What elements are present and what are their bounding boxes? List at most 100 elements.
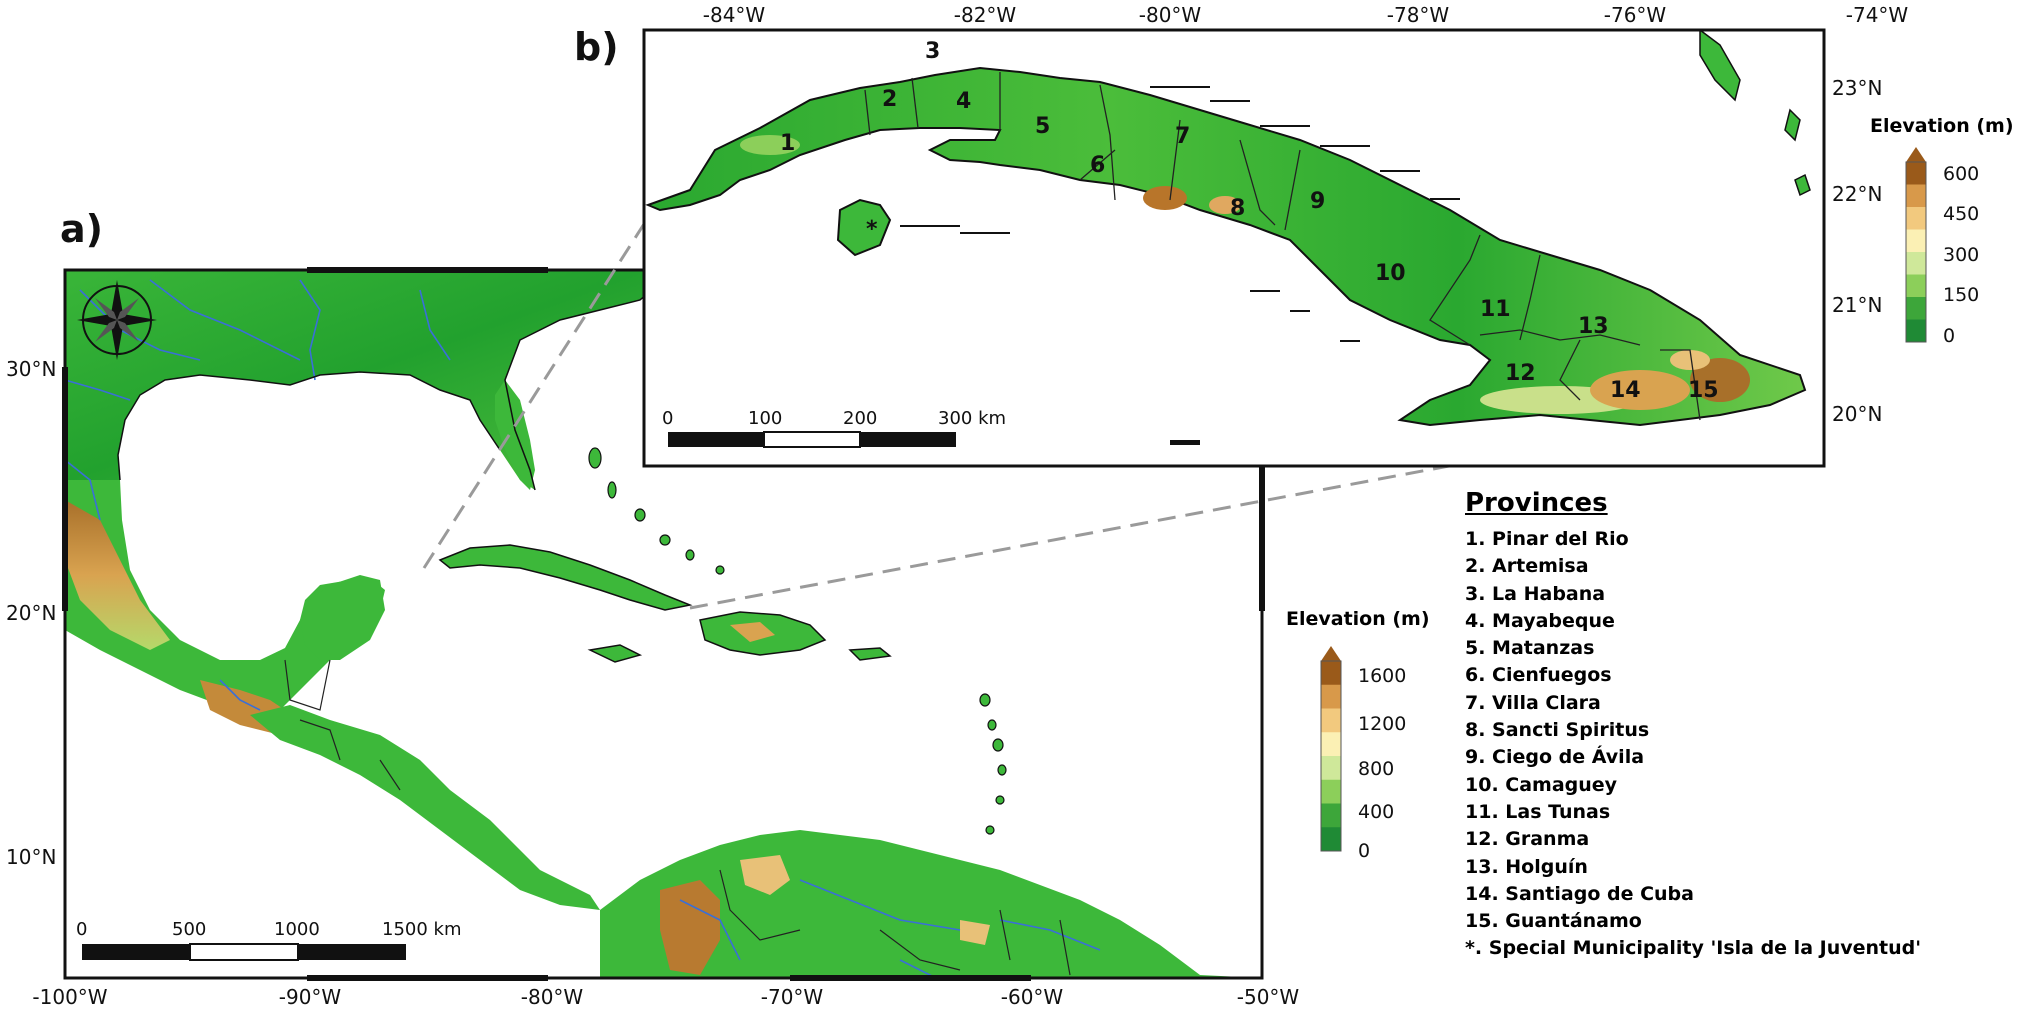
colorbar-swatch [1906,184,1926,208]
legend-a-arrow-icon [1321,646,1341,661]
colorbar-swatch [1321,708,1341,733]
bahamas-islet [1784,108,1801,142]
map-a-scale-bar: 0 500 1000 1500 km [76,919,462,961]
legend-a-colorbar [1320,660,1342,852]
lesser-antilles [979,693,1007,835]
legend-a-tick-0: 0 [1358,840,1370,862]
mexico-land [65,480,385,715]
lon-tick-80w: -80°W [521,985,584,1009]
venezuela-highlands [740,855,790,895]
colorbar-swatch [1906,319,1926,343]
florida-land [495,380,535,490]
province-item: 8. Sancti Spiritus [1465,719,1650,742]
mexico-highlands [65,500,170,650]
colorbar-swatch [1321,756,1341,781]
province-item: 5. Matanzas [1465,637,1595,660]
map-b-lat-ticks: 23°N 22°N 21°N 20°N [1832,76,1882,426]
colorbar-frame [1320,660,1342,852]
cuba-main-island [645,66,1807,427]
legend-b-colorbar [1905,161,1927,343]
bahamas-islet-2 [1794,173,1811,197]
cays [900,86,1460,445]
colorbar-swatch [1321,779,1341,804]
lat-tick-20n-b: 20°N [1832,402,1882,426]
province-number-4: 4 [956,89,971,114]
cuba-mountains [740,135,1750,414]
map-b: 1 2 3 4 5 6 7 8 9 10 11 12 13 14 15 * [574,3,1909,468]
bahamas [588,447,725,575]
province-number-15: 15 [1688,378,1719,403]
panel-b-label: b) [574,25,619,69]
province-number-11: 11 [1480,297,1511,322]
province-item: 13. Holguín [1465,855,1588,878]
rivers [65,279,1101,978]
map-a-land [65,270,1262,978]
lat-tick-30n: 30°N [6,357,56,381]
colorbar-swatch [1321,827,1341,852]
province-number-5: 5 [1035,114,1050,139]
scale-a-label-500: 500 [172,919,206,940]
map-a-lon-ticks: -100°W -90°W -80°W -70°W -60°W -50°W [32,985,1299,1009]
lon-tick-76w: -76°W [1604,3,1667,27]
guiana-highlands [960,920,990,945]
scale-b-label-200: 200 [843,408,877,429]
province-item: 6. Cienfuegos [1465,664,1612,687]
province-item: *. Special Municipality 'Isla de la Juve… [1465,937,1922,960]
lon-tick-78w: -78°W [1387,3,1450,27]
lat-tick-21n: 21°N [1832,293,1882,317]
province-item: 12. Granma [1465,828,1590,851]
lon-tick-60w: -60°W [1001,985,1064,1009]
colorbar-swatch [1321,684,1341,709]
north-america-land [65,270,676,490]
colorbar-swatch [1906,252,1926,275]
colorbar-swatch [1906,229,1926,253]
compass-rose-icon [77,280,157,360]
legend-a-tick-400: 400 [1358,801,1394,823]
legend-a-ticks: 1600 1200 800 400 0 [1358,665,1406,862]
map-b-scale-bar: 0 100 200 300 km [662,408,1006,448]
andes-highlands [660,880,720,975]
lon-tick-50w: -50°W [1237,985,1300,1009]
legend-a-tick-800: 800 [1358,758,1394,780]
scale-b-label-300: 300 km [938,408,1006,429]
colorbar-swatch [1906,207,1926,230]
legend-b-tick-450: 450 [1943,203,1979,225]
province-number-13: 13 [1578,314,1609,339]
province-item: 15. Guantánamo [1465,910,1642,933]
yucatan-land [300,575,385,660]
lon-tick-100w: -100°W [32,985,107,1009]
colorbar-swatch [1321,732,1341,757]
scale-b-label-0: 0 [662,408,673,429]
colorbar-swatch [1906,162,1926,185]
legend-a-title: Elevation (m) [1286,608,1430,630]
province-number-1: 1 [780,131,795,156]
legend-b-tick-150: 150 [1943,284,1979,306]
lat-tick-20n: 20°N [6,601,56,625]
legend-b-ticks: 600 450 300 150 0 [1943,163,1979,347]
province-number-8: 8 [1230,196,1245,221]
isla-de-la-juventud [836,198,892,257]
lat-tick-23n: 23°N [1832,76,1882,100]
legend-b-tick-600: 600 [1943,163,1979,185]
lat-tick-10n: 10°N [6,845,56,869]
province-item: 3. La Habana [1465,582,1606,605]
map-b-lon-ticks: -84°W -82°W -80°W -78°W -76°W -74°W [703,3,1909,27]
lon-tick-74w: -74°W [1846,3,1909,27]
puerto-rico-land [848,647,892,661]
map-b-frame [642,28,1826,468]
colorbar-swatch [1906,297,1926,320]
scale-b-label-100: 100 [748,408,782,429]
legend-b-title: Elevation (m) [1870,115,2014,137]
map-a-lat-ticks: 30°N 20°N 10°N [6,357,56,869]
province-item: 1. Pinar del Rio [1465,528,1629,550]
lon-tick-82w: -82°W [954,3,1017,27]
province-number-special: * [866,217,878,242]
map-b-land: 1 2 3 4 5 6 7 8 9 10 11 12 13 14 15 * [645,30,1811,445]
province-number-14: 14 [1610,378,1641,403]
province-number-3: 3 [925,39,940,64]
province-item: 9. Ciego de Ávila [1465,746,1645,769]
central-america-land [250,705,600,910]
provinces-legend: Provinces 1. Pinar del Rio 2. Artemisa 3… [1465,488,2025,963]
province-number-2: 2 [882,87,897,112]
